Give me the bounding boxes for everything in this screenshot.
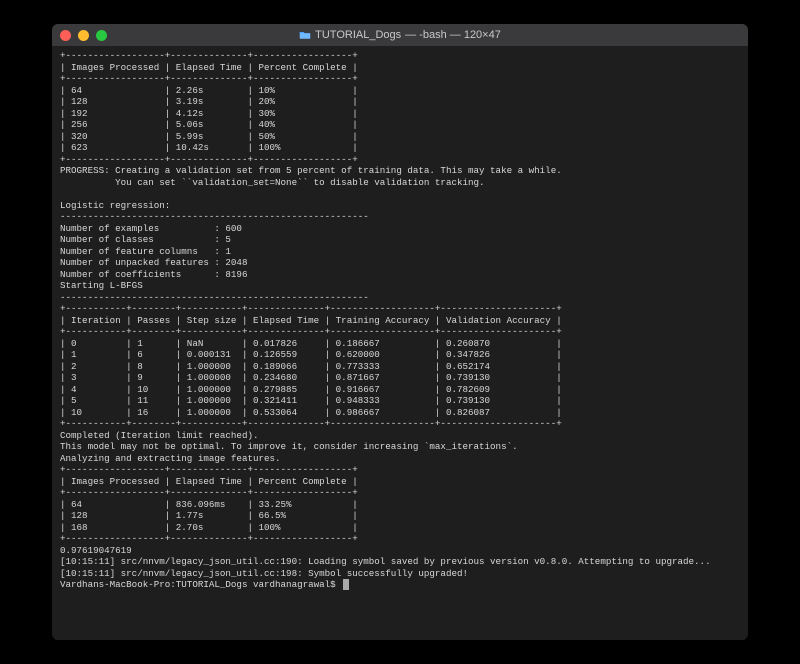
completed-line: Completed (Iteration limit reached).	[60, 430, 258, 441]
divider: ----------------------------------------…	[60, 292, 369, 303]
table2-sep: +-----------+--------+-----------+------…	[60, 326, 562, 337]
table-row: | 128 | 3.19s | 20% |	[60, 96, 358, 107]
progress-line: PROGRESS: Creating a validation set from…	[60, 165, 562, 176]
log-line: [10:15:11] src/nnvm/legacy_json_util.cc:…	[60, 556, 711, 567]
window-title-rest: — -bash — 120×47	[405, 29, 501, 41]
section-title: Logistic regression:	[60, 200, 170, 211]
table3-sep: +------------------+--------------+-----…	[60, 487, 358, 498]
table-row: | 4 | 10 | 1.000000 | 0.279885 | 0.91666…	[60, 384, 562, 395]
window-title-folder: TUTORIAL_Dogs	[315, 29, 401, 41]
terminal-window: TUTORIAL_Dogs — -bash — 120×47 +--------…	[52, 24, 748, 640]
stat-line: Number of unpacked features : 2048	[60, 257, 247, 268]
table-row: | 5 | 11 | 1.000000 | 0.321411 | 0.94833…	[60, 395, 562, 406]
traffic-lights	[60, 30, 107, 41]
warn-line: This model may not be optimal. To improv…	[60, 441, 518, 452]
cursor	[343, 579, 349, 590]
stat-line: Number of coefficients : 8196	[60, 269, 247, 280]
titlebar[interactable]: TUTORIAL_Dogs — -bash — 120×47	[52, 24, 748, 46]
table2-header: | Iteration | Passes | Step size | Elaps…	[60, 315, 562, 326]
table-row: | 192 | 4.12s | 30% |	[60, 108, 358, 119]
zoom-button[interactable]	[96, 30, 107, 41]
table1-header: | Images Processed | Elapsed Time | Perc…	[60, 62, 358, 73]
stat-line: Number of examples : 600	[60, 223, 242, 234]
table1-bottom: +------------------+--------------+-----…	[60, 154, 358, 165]
folder-icon	[299, 30, 311, 40]
table-row: | 623 | 10.42s | 100% |	[60, 142, 358, 153]
minimize-button[interactable]	[78, 30, 89, 41]
table2-bottom: +-----------+--------+-----------+------…	[60, 418, 562, 429]
table1-sep: +------------------+--------------+-----…	[60, 73, 358, 84]
close-button[interactable]	[60, 30, 71, 41]
table-row: | 1 | 6 | 0.000131 | 0.126559 | 0.620000…	[60, 349, 562, 360]
shell-prompt: Vardhans-MacBook-Pro:TUTORIAL_Dogs vardh…	[60, 579, 341, 590]
table-row: | 3 | 9 | 1.000000 | 0.234680 | 0.871667…	[60, 372, 562, 383]
window-title: TUTORIAL_Dogs — -bash — 120×47	[52, 29, 748, 41]
table1-top: +------------------+--------------+-----…	[60, 50, 358, 61]
score-line: 0.97619047619	[60, 545, 132, 556]
table-row: | 0 | 1 | NaN | 0.017826 | 0.186667 | 0.…	[60, 338, 562, 349]
table-row: | 2 | 8 | 1.000000 | 0.189066 | 0.773333…	[60, 361, 562, 372]
table-row: | 64 | 2.26s | 10% |	[60, 85, 358, 96]
table3-top: +------------------+--------------+-----…	[60, 464, 358, 475]
table3-header: | Images Processed | Elapsed Time | Perc…	[60, 476, 358, 487]
table-row: | 10 | 16 | 1.000000 | 0.533064 | 0.9866…	[60, 407, 562, 418]
table-row: | 64 | 836.096ms | 33.25% |	[60, 499, 358, 510]
divider: ----------------------------------------…	[60, 211, 369, 222]
terminal-output[interactable]: +------------------+--------------+-----…	[52, 46, 748, 640]
stat-line: Number of classes : 5	[60, 234, 231, 245]
table3-bottom: +------------------+--------------+-----…	[60, 533, 358, 544]
analyzing-line: Analyzing and extracting image features.	[60, 453, 281, 464]
log-line: [10:15:11] src/nnvm/legacy_json_util.cc:…	[60, 568, 468, 579]
table2-top: +-----------+--------+-----------+------…	[60, 303, 562, 314]
progress-line: You can set ``validation_set=None`` to d…	[60, 177, 485, 188]
stat-line: Number of feature columns : 1	[60, 246, 231, 257]
table-row: | 320 | 5.99s | 50% |	[60, 131, 358, 142]
table-row: | 168 | 2.70s | 100% |	[60, 522, 358, 533]
stat-line: Starting L-BFGS	[60, 280, 143, 291]
table-row: | 256 | 5.06s | 40% |	[60, 119, 358, 130]
table-row: | 128 | 1.77s | 66.5% |	[60, 510, 358, 521]
